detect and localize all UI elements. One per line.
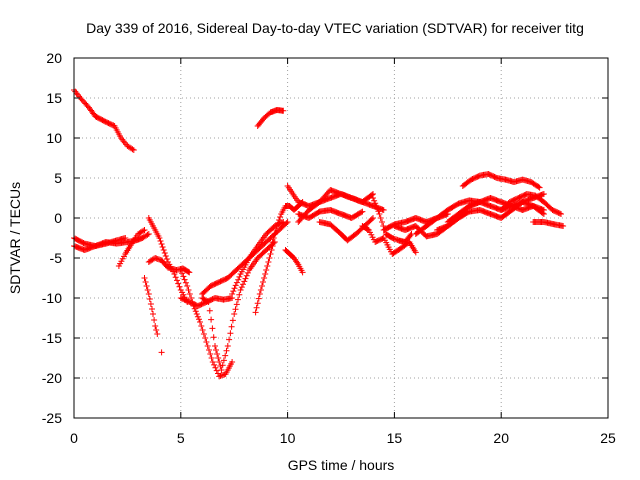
series-pass-02 bbox=[254, 107, 287, 129]
grid-layer bbox=[74, 58, 608, 418]
data-layer bbox=[71, 87, 567, 380]
data-points bbox=[199, 219, 291, 297]
chart-title: Day 339 of 2016, Sidereal Day-to-day VTE… bbox=[86, 20, 584, 36]
series-pass-27 bbox=[434, 191, 547, 233]
data-points bbox=[316, 215, 376, 244]
series-pass-17 bbox=[282, 247, 306, 276]
data-points bbox=[459, 171, 543, 191]
data-points bbox=[199, 239, 278, 373]
series-pass-13 bbox=[199, 219, 291, 297]
y-tick-label: 5 bbox=[54, 170, 62, 186]
series-pass-06 bbox=[141, 275, 161, 337]
data-points bbox=[254, 107, 287, 129]
data-points bbox=[498, 191, 564, 217]
x-tick-label: 0 bbox=[70, 430, 78, 446]
data-points bbox=[434, 191, 547, 233]
series-pass-19 bbox=[295, 191, 376, 225]
series-pass-23 bbox=[370, 195, 415, 245]
data-points bbox=[252, 243, 276, 316]
x-tick-label: 25 bbox=[600, 430, 616, 446]
data-points bbox=[295, 207, 366, 221]
series-pass-09 bbox=[158, 349, 165, 356]
y-axis-label: SDTVAR / TECUs bbox=[7, 182, 23, 294]
y-tick-label: -5 bbox=[50, 250, 63, 266]
series-pass-30 bbox=[498, 191, 564, 217]
series-pass-28 bbox=[444, 195, 547, 225]
series-pass-21 bbox=[316, 215, 376, 244]
data-points bbox=[359, 223, 419, 257]
y-tick-label: 15 bbox=[46, 90, 62, 106]
y-tick-label: 0 bbox=[54, 210, 62, 226]
series-pass-11 bbox=[177, 267, 236, 380]
y-tick-label: 10 bbox=[46, 130, 62, 146]
data-points bbox=[141, 275, 161, 337]
y-tick-label: -20 bbox=[42, 370, 62, 386]
data-points bbox=[158, 349, 165, 356]
data-points bbox=[444, 195, 547, 225]
x-tick-label: 10 bbox=[280, 430, 296, 446]
data-points bbox=[115, 227, 148, 269]
plot-frame bbox=[73, 57, 609, 419]
data-points bbox=[145, 215, 191, 305]
data-points bbox=[370, 195, 415, 245]
series-pass-05 bbox=[115, 227, 148, 269]
y-tick-label: -10 bbox=[42, 290, 62, 306]
series-pass-15 bbox=[252, 243, 276, 316]
series-pass-08 bbox=[145, 215, 191, 305]
x-tick-label: 20 bbox=[493, 430, 509, 446]
y-tick-label: -25 bbox=[42, 410, 62, 426]
y-tick-label: 20 bbox=[46, 50, 62, 66]
data-points bbox=[295, 191, 376, 225]
x-axis-label: GPS time / hours bbox=[288, 457, 395, 473]
data-points bbox=[177, 267, 236, 380]
y-tick-label: -15 bbox=[42, 330, 62, 346]
x-tick-label: 5 bbox=[177, 430, 185, 446]
x-tick-label: 15 bbox=[387, 430, 403, 446]
data-points bbox=[530, 219, 567, 229]
tick-layer: 0 5 10 15 20 25 -25 -20 -15 -10 -5 0 5 10 15 20 bbox=[42, 50, 616, 446]
series-pass-12 bbox=[199, 239, 278, 373]
series-pass-31 bbox=[530, 219, 567, 229]
series-pass-29 bbox=[459, 171, 543, 191]
data-points bbox=[282, 247, 306, 276]
series-pass-20 bbox=[295, 207, 366, 221]
series-pass-22 bbox=[359, 223, 419, 257]
